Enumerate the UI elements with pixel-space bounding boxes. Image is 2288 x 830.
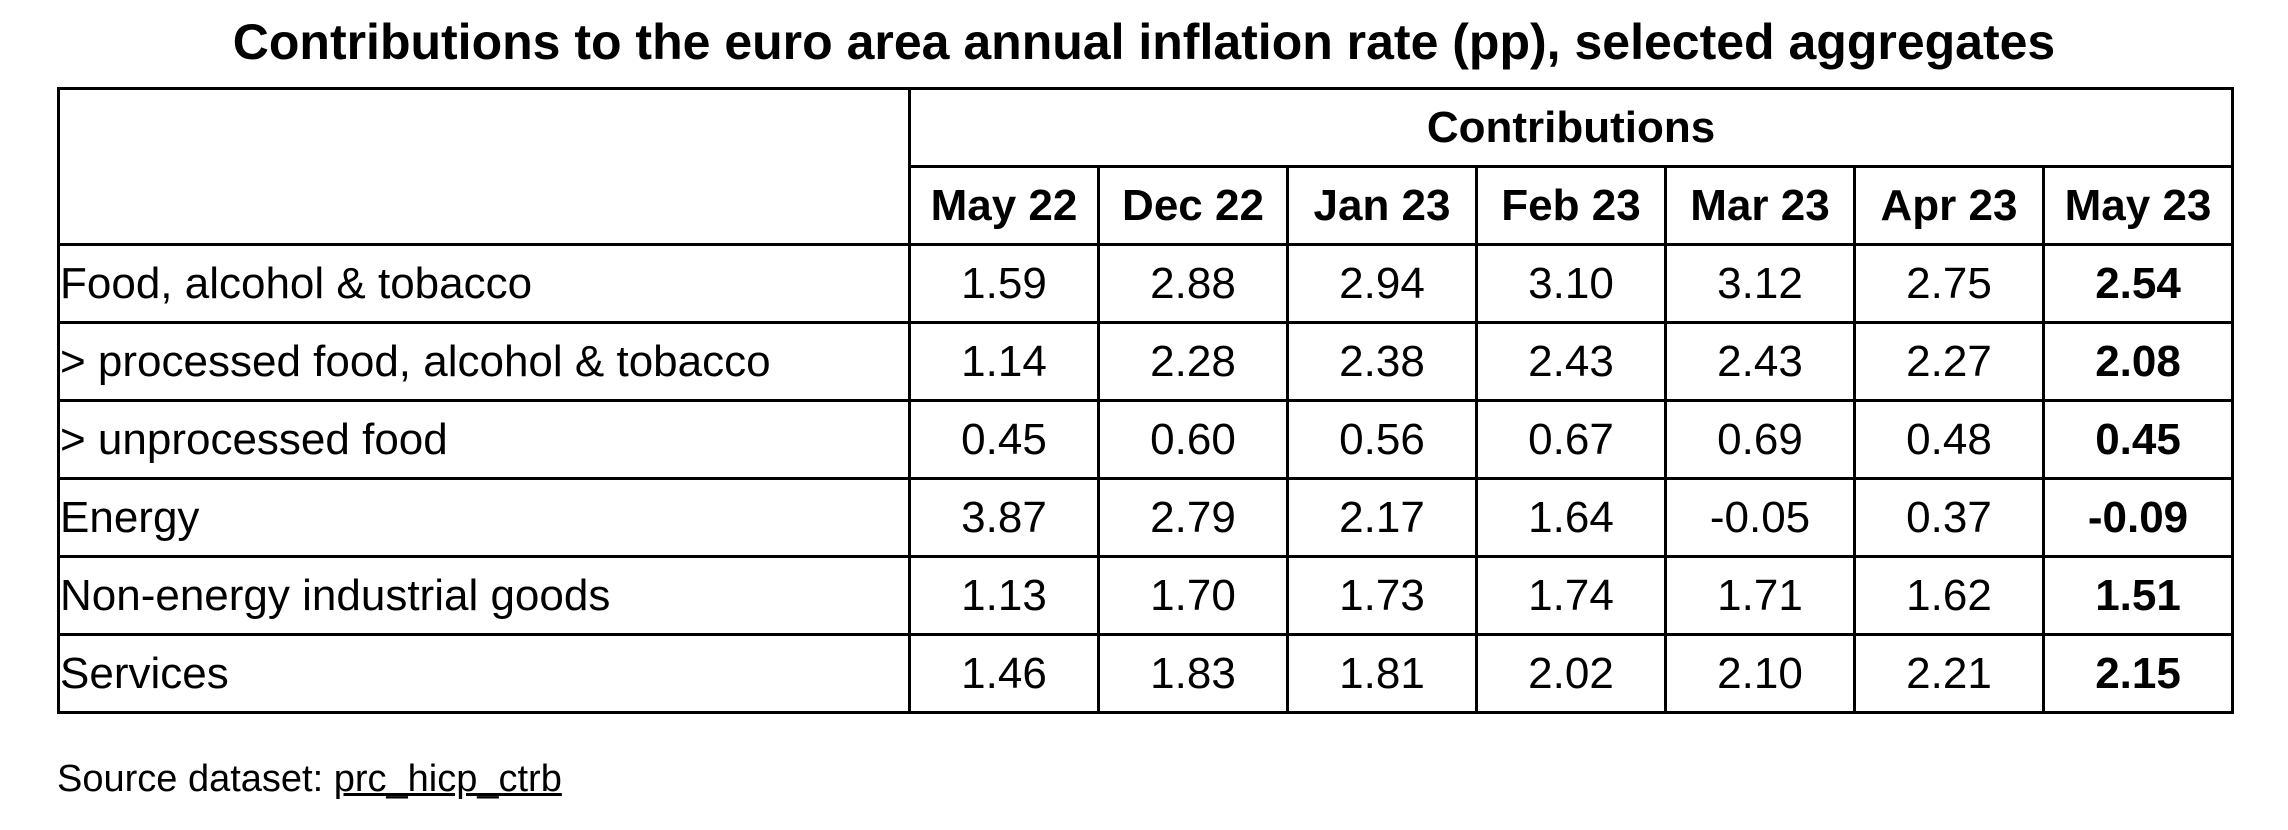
table-row: Energy 3.87 2.79 2.17 1.64 -0.05 0.37 -0.09 [57, 477, 2235, 558]
value-cell: 2.43 [1475, 321, 1667, 402]
value-cell: 2.21 [1853, 633, 2045, 714]
row-label: Energy [57, 477, 911, 558]
value-cell: 2.94 [1286, 243, 1478, 324]
corner-cell [57, 87, 911, 246]
source-prefix: Source dataset: [57, 758, 334, 800]
value-cell: 1.81 [1286, 633, 1478, 714]
value-cell: 0.56 [1286, 399, 1478, 480]
column-header: Apr 23 [1853, 165, 2045, 246]
value-cell: 1.74 [1475, 555, 1667, 636]
value-cell: 2.08 [2041, 321, 2235, 402]
value-cell: 1.73 [1286, 555, 1478, 636]
value-cell: -0.09 [2041, 477, 2235, 558]
table-body: Food, alcohol & tobacco 1.59 2.88 2.94 3.10 3… [57, 243, 2235, 714]
value-cell: 0.45 [908, 399, 1100, 480]
value-cell: 0.37 [1853, 477, 2045, 558]
value-cell: 1.83 [1097, 633, 1289, 714]
value-cell: 2.88 [1097, 243, 1289, 324]
column-header: May 22 [908, 165, 1100, 246]
row-label: Food, alcohol & tobacco [57, 243, 911, 324]
value-cell: 2.28 [1097, 321, 1289, 402]
value-cell: 1.13 [908, 555, 1100, 636]
source-dataset-link[interactable]: prc_hicp_ctrb [333, 758, 562, 800]
value-cell: 2.27 [1853, 321, 2045, 402]
row-label: > processed food, alcohol & tobacco [57, 321, 911, 402]
source-note: Source dataset: prc_hicp_ctrb [57, 756, 562, 802]
column-header: Jan 23 [1286, 165, 1478, 246]
table-row: Services 1.46 1.83 1.81 2.02 2.10 2.21 2.15 [57, 633, 2235, 714]
value-cell: 2.43 [1664, 321, 1856, 402]
value-cell: 0.45 [2041, 399, 2235, 480]
value-cell: 0.67 [1475, 399, 1667, 480]
table-row: Food, alcohol & tobacco 1.59 2.88 2.94 3.10 3… [57, 243, 2235, 324]
table-row: Non-energy industrial goods 1.13 1.70 1.73 1… [57, 555, 2235, 636]
value-cell: 3.10 [1475, 243, 1667, 324]
row-label: > unprocessed food [57, 399, 911, 480]
column-header: Dec 22 [1097, 165, 1289, 246]
value-cell: 2.75 [1853, 243, 2045, 324]
value-cell: 2.79 [1097, 477, 1289, 558]
value-cell: 0.48 [1853, 399, 2045, 480]
group-header: Contributions [907, 87, 2235, 168]
value-cell: 1.71 [1664, 555, 1856, 636]
row-label: Non-energy industrial goods [57, 555, 911, 636]
value-cell: 3.87 [908, 477, 1100, 558]
table-row: > unprocessed food 0.45 0.60 0.56 0.67 0.69 0.… [57, 399, 2235, 480]
column-header-row: May 22 Dec 22 Jan 23 Feb 23 Mar 23 Apr 23 May … [59, 165, 2235, 246]
contributions-table: Contributions May 22 Dec 22 Jan 23 Feb 23 Ma… [57, 87, 2235, 714]
value-cell: 1.59 [908, 243, 1100, 324]
value-cell: 0.69 [1664, 399, 1856, 480]
value-cell: 1.64 [1475, 477, 1667, 558]
table-row: > processed food, alcohol & tobacco 1.14 2… [57, 321, 2235, 402]
value-cell: 1.14 [908, 321, 1100, 402]
value-cell: 2.02 [1475, 633, 1667, 714]
value-cell: -0.05 [1664, 477, 1856, 558]
value-cell: 1.51 [2041, 555, 2235, 636]
value-cell: 2.10 [1664, 633, 1856, 714]
value-cell: 1.70 [1097, 555, 1289, 636]
value-cell: 1.62 [1853, 555, 2045, 636]
value-cell: 2.15 [2041, 633, 2235, 714]
row-label: Services [57, 633, 911, 714]
value-cell: 3.12 [1664, 243, 1856, 324]
group-header-row: Contributions [57, 87, 2235, 246]
value-cell: 2.54 [2041, 243, 2235, 324]
table-title: Contributions to the euro area annual in… [232, 14, 2056, 70]
column-header: May 23 [2041, 165, 2235, 246]
value-cell: 2.17 [1286, 477, 1478, 558]
value-cell: 0.60 [1097, 399, 1289, 480]
column-header: Mar 23 [1664, 165, 1856, 246]
column-header: Feb 23 [1475, 165, 1667, 246]
value-cell: 1.46 [908, 633, 1100, 714]
value-cell: 2.38 [1286, 321, 1478, 402]
